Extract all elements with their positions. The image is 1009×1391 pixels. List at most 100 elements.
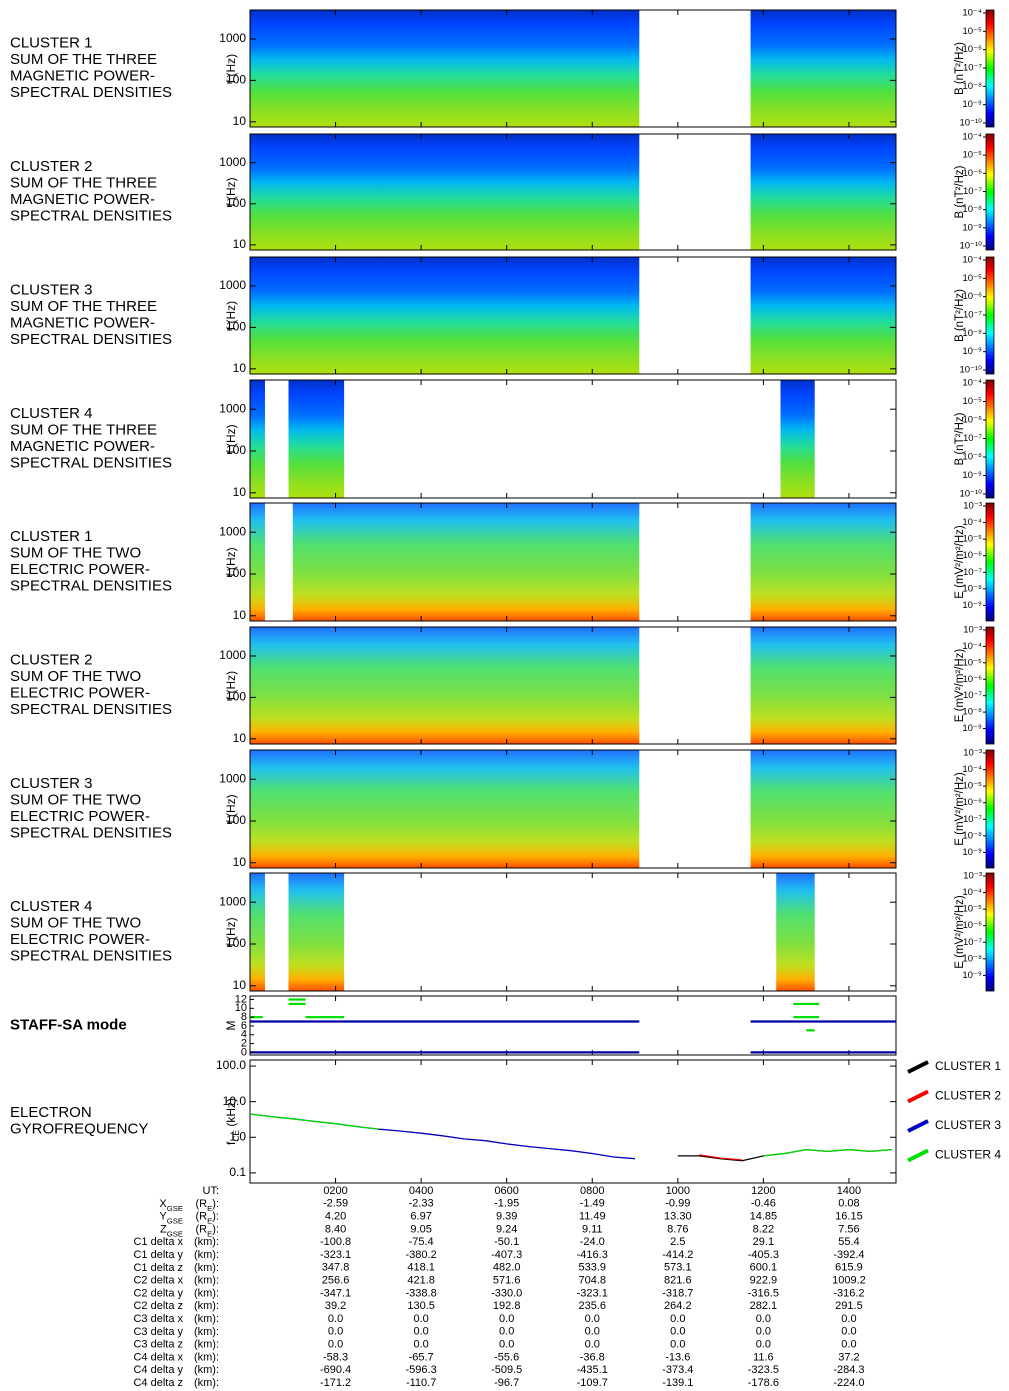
table-cell: 1400: [837, 1185, 861, 1197]
colorbar-tick-label: 10⁻⁷: [963, 310, 983, 321]
table-cell: 264.2: [664, 1300, 692, 1312]
table-cell: 0.0: [841, 1339, 856, 1351]
panel-label: ELECTRIC POWER-: [10, 808, 150, 825]
colorbar-tick-label: 10⁻⁸: [962, 707, 982, 718]
series-line: [699, 1154, 743, 1161]
panel-label: CLUSTER 1: [10, 528, 93, 545]
row-unit: (km):: [194, 1351, 219, 1363]
colorbar-tick-label: 10⁻⁶: [963, 550, 983, 561]
table-cell: 571.6: [493, 1275, 521, 1287]
y-tick-label: 1000: [219, 31, 246, 45]
colorbar-tick-label: 10⁻³: [963, 748, 982, 759]
panel-label: CLUSTER 4: [10, 898, 93, 915]
spectrogram-block: [250, 380, 265, 498]
colorbar-tick-label: 10⁻⁶: [963, 168, 983, 179]
spectrogram-block: [250, 503, 265, 621]
colorbar-tick-label: 10⁻⁶: [963, 797, 983, 808]
table-cell: 0.0: [585, 1326, 600, 1338]
plot-frame: [249, 9, 897, 128]
row-name: C4 delta x: [133, 1351, 183, 1363]
table-cell: 0.0: [756, 1339, 771, 1351]
table-cell: 8.40: [325, 1223, 346, 1235]
y-axis-label: f (Hz): [224, 547, 238, 576]
table-cell: -58.3: [323, 1351, 348, 1363]
colorbar-tick-label: 10⁻⁷: [963, 433, 983, 444]
legend-swatch: [907, 1060, 929, 1074]
table-cell: 11.6: [753, 1351, 774, 1363]
y-tick-label: 10: [233, 361, 247, 375]
y-axis-label: f (Hz): [224, 794, 238, 823]
row-unit-part: (km):: [194, 1300, 219, 1312]
table-cell: 0.0: [499, 1313, 514, 1325]
table-cell: -690.4: [320, 1364, 351, 1376]
table-cell: -347.1: [320, 1287, 351, 1299]
table-cell: 7.56: [838, 1223, 859, 1235]
y-axis-label: f (Hz): [224, 177, 238, 206]
colorbar-tick-label: 10⁻⁹: [962, 470, 982, 481]
panel-label: ELECTRIC POWER-: [10, 561, 150, 578]
colorbar-tick-label: 10⁻¹⁰: [959, 118, 982, 129]
spectrogram-block: [288, 873, 345, 991]
colorbar-tick-label: 10⁻⁸: [962, 328, 982, 339]
panel-label: SPECTRAL DENSITIES: [10, 331, 172, 348]
spectrogram-block: [288, 380, 345, 498]
table-cell: -65.7: [409, 1351, 434, 1363]
colorbar-tick-label: 10⁻⁹: [962, 847, 982, 858]
y-tick-label: 100: [226, 196, 246, 210]
row-name-part: GSE: [167, 1203, 183, 1212]
colorbar-tick-label: 10⁻⁵: [962, 781, 982, 792]
y-tick-label: 100: [226, 813, 246, 827]
spectrogram-block: [292, 503, 640, 621]
y-axis-label-part: CE: [231, 1130, 241, 1142]
table-cell: 55.4: [838, 1236, 859, 1248]
table-cell: -55.6: [494, 1351, 519, 1363]
table-cell: -2.59: [323, 1198, 348, 1210]
table-cell: 9.39: [496, 1211, 517, 1223]
plot-frame: [249, 872, 897, 992]
panel-label: CLUSTER 4: [10, 405, 93, 422]
colorbar-tick-label: 10⁻⁵: [962, 396, 982, 407]
panel-label: SUM OF THE TWO: [10, 792, 141, 809]
panel-label: SUM OF THE TWO: [10, 668, 141, 685]
table-cell: 482.0: [493, 1262, 521, 1274]
table-cell: 418.1: [407, 1262, 435, 1274]
table-cell: 235.6: [578, 1300, 606, 1312]
y-tick-label: 1000: [219, 278, 246, 292]
table-cell: -109.7: [577, 1377, 608, 1389]
panel-label: SUM OF THE THREE: [10, 51, 157, 68]
row-unit-part: (km):: [194, 1377, 219, 1389]
spectrogram-block: [776, 873, 815, 991]
y-tick-label: 10: [233, 978, 247, 992]
spectrogram-block: [750, 503, 896, 621]
plot-frame: [249, 749, 897, 869]
colorbar-tick-label: 10⁻⁶: [963, 920, 983, 931]
row-unit-part: (km):: [194, 1351, 219, 1363]
panel-label: MAGNETIC POWER-: [10, 315, 155, 332]
table-cell: -414.2: [662, 1249, 693, 1261]
row-unit-part: (km):: [194, 1249, 219, 1261]
y-axis-label-part: (kHz): [224, 1098, 238, 1130]
colorbar: [985, 256, 995, 375]
series-line: [249, 1113, 892, 1157]
table-cell: 0.0: [413, 1313, 428, 1325]
row-unit-part: ):: [212, 1211, 219, 1223]
table-cell: -284.3: [833, 1364, 864, 1376]
table-cell: -392.4: [833, 1249, 864, 1261]
table-cell: 291.5: [835, 1300, 863, 1312]
table-cell: 600.1: [750, 1262, 778, 1274]
legend-swatch: [907, 1119, 929, 1133]
row-name: C2 delta z: [133, 1300, 183, 1312]
table-cell: 9.11: [582, 1223, 603, 1235]
row-unit: (km):: [194, 1377, 219, 1389]
table-cell: 29.1: [753, 1236, 774, 1248]
table-cell: -100.8: [320, 1236, 351, 1248]
panel-label: CLUSTER 1: [10, 35, 93, 52]
y-tick-label: 1000: [219, 401, 246, 415]
row-name-part: X: [159, 1198, 167, 1210]
row-unit: (km):: [194, 1262, 219, 1274]
y-tick-label: 6: [241, 1020, 247, 1032]
table-cell: 0.0: [499, 1339, 514, 1351]
y-axis-label: f (Hz): [224, 917, 238, 946]
y-tick-label: 4: [241, 1029, 247, 1041]
